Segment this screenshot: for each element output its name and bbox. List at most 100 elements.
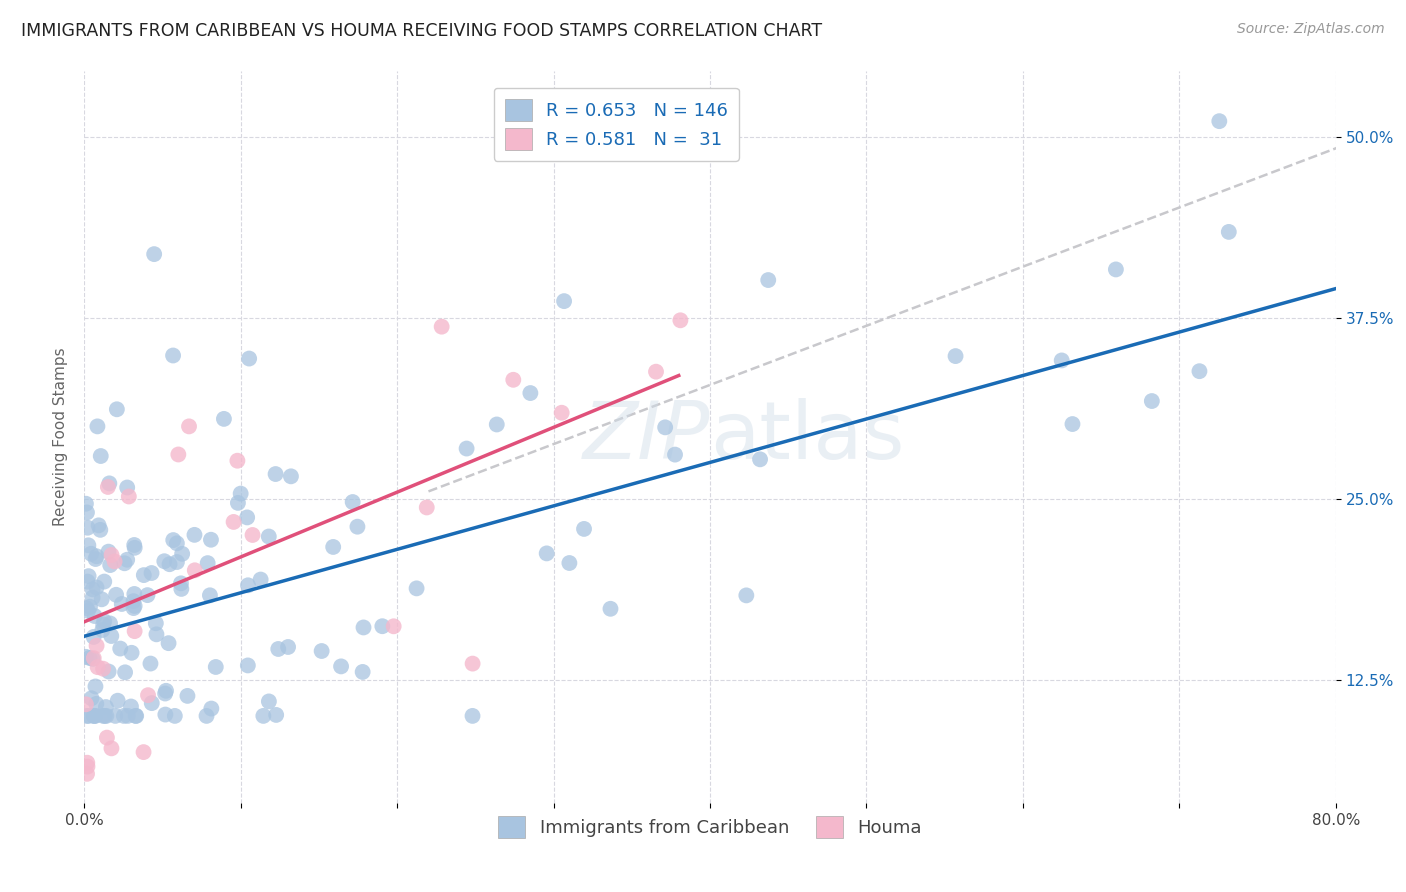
Point [553, 294, 575, 309]
Point [91, 709, 114, 723]
Point [86, 660, 108, 674]
Point [267, 642, 290, 657]
Point [183, 528, 205, 542]
Text: ZIP: ZIP [582, 398, 710, 476]
Point [346, 519, 368, 533]
Point [222, 515, 245, 529]
Point [311, 644, 333, 658]
Point [166, 536, 188, 550]
Point [82, 591, 104, 605]
Point [212, 412, 235, 426]
Point [416, 500, 439, 515]
Point [84, 552, 107, 566]
Point [198, 588, 221, 602]
Point [84, 709, 107, 723]
Point [242, 528, 264, 542]
Point [238, 351, 260, 366]
Point [86, 581, 108, 595]
Point [120, 699, 142, 714]
Point [117, 709, 139, 723]
Point [132, 568, 155, 582]
Point [105, 588, 128, 602]
Point [94, 709, 117, 723]
Point [86, 419, 108, 434]
Point [252, 709, 274, 723]
Point [162, 533, 184, 547]
Point [200, 533, 222, 547]
Point [519, 386, 541, 401]
Point [430, 319, 453, 334]
Point [236, 578, 259, 592]
Point [153, 686, 176, 700]
Point [280, 469, 302, 483]
Point [352, 665, 374, 679]
Point [342, 495, 364, 509]
Point [107, 694, 129, 708]
Point [257, 694, 280, 708]
Point [153, 554, 176, 568]
Point [76, 767, 98, 781]
Point [105, 402, 128, 417]
Point [170, 582, 193, 596]
Point [756, 273, 779, 287]
Point [98, 558, 121, 572]
Point [124, 599, 146, 613]
Point [461, 657, 484, 671]
Point [75, 497, 97, 511]
Point [114, 665, 136, 680]
Point [353, 620, 375, 634]
Point [76, 759, 98, 773]
Point [735, 588, 758, 602]
Point [91, 623, 114, 637]
Point [166, 555, 188, 569]
Point [75, 649, 97, 664]
Point [945, 349, 967, 363]
Point [157, 636, 180, 650]
Point [229, 486, 252, 500]
Y-axis label: Receiving Food Stamps: Receiving Food Stamps [52, 348, 67, 526]
Point [76, 574, 98, 589]
Point [122, 601, 145, 615]
Point [97, 480, 120, 494]
Point [197, 556, 219, 570]
Point [550, 406, 572, 420]
Point [80, 691, 103, 706]
Point [1050, 353, 1073, 368]
Point [1105, 262, 1128, 277]
Point [143, 247, 166, 261]
Point [83, 709, 105, 723]
Point [86, 549, 108, 564]
Point [749, 452, 772, 467]
Point [100, 548, 122, 562]
Point [669, 313, 692, 327]
Text: Source: ZipAtlas.com: Source: ZipAtlas.com [1237, 22, 1385, 37]
Point [76, 756, 98, 770]
Point [118, 490, 141, 504]
Point [124, 624, 146, 639]
Point [124, 541, 146, 555]
Point [86, 639, 108, 653]
Point [330, 659, 353, 673]
Point [124, 709, 146, 723]
Point [200, 701, 222, 715]
Legend: Immigrants from Caribbean, Houma: Immigrants from Caribbean, Houma [491, 808, 929, 845]
Point [90, 449, 112, 463]
Point [110, 641, 132, 656]
Point [167, 448, 190, 462]
Point [77, 538, 100, 552]
Point [122, 594, 145, 608]
Point [75, 601, 97, 615]
Point [155, 707, 177, 722]
Point [80, 547, 103, 561]
Point [87, 518, 110, 533]
Point [77, 709, 100, 723]
Point [172, 547, 194, 561]
Point [236, 510, 259, 524]
Point [145, 627, 167, 641]
Point [100, 741, 122, 756]
Point [114, 556, 136, 570]
Point [170, 576, 193, 591]
Point [204, 660, 226, 674]
Point [83, 609, 105, 624]
Point [97, 665, 120, 679]
